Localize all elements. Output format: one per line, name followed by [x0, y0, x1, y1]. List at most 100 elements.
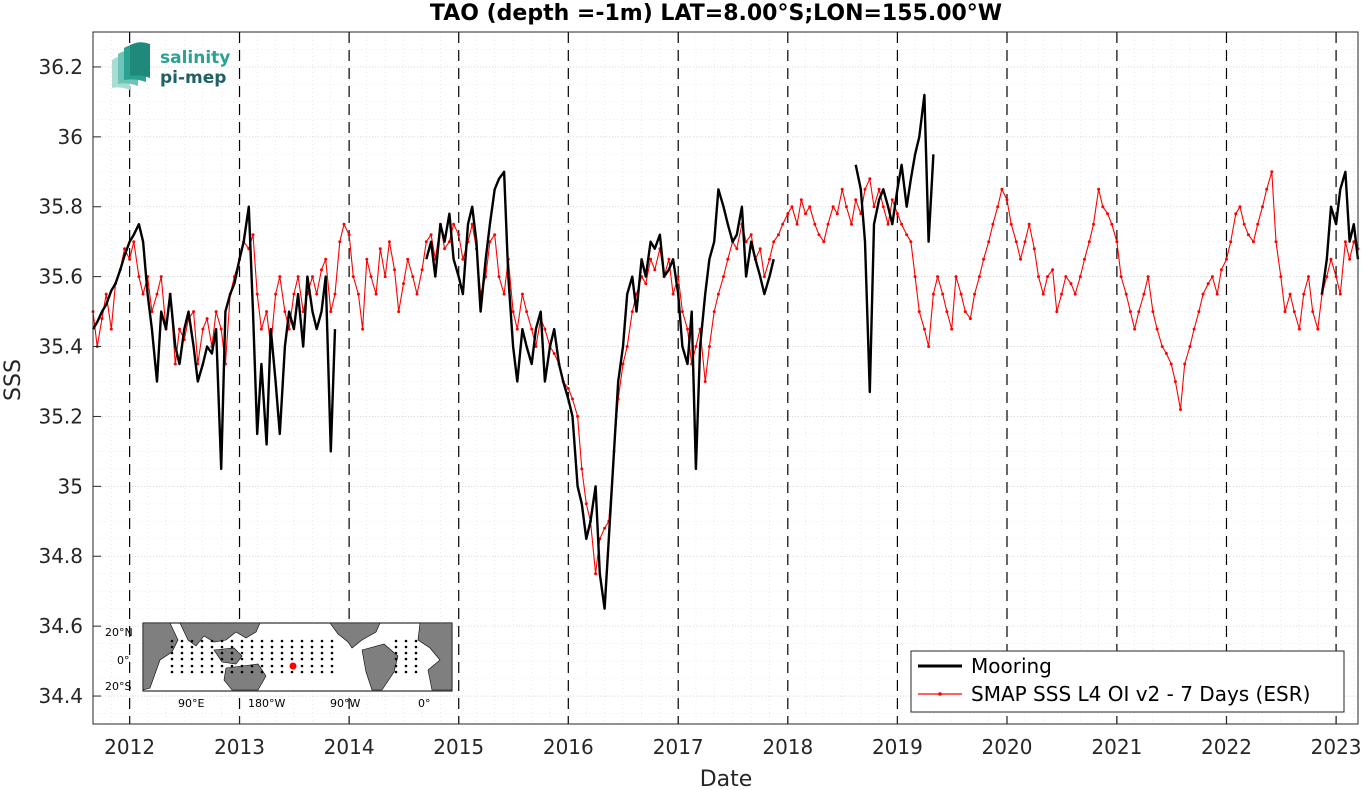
smap-data-point — [402, 282, 405, 286]
smap-data-point — [378, 247, 382, 251]
smap-data-point — [311, 275, 314, 279]
mooring-dot — [250, 664, 254, 668]
smap-data-point — [502, 292, 506, 296]
mooring-dot — [180, 639, 184, 643]
mooring-dot — [270, 645, 274, 649]
smap-data-point — [1041, 292, 1045, 296]
mooring-dot — [310, 651, 314, 655]
axes-frame — [92, 31, 1359, 725]
smap-data-point — [968, 317, 972, 321]
smap-data-point — [909, 240, 913, 244]
map-land-australia — [223, 663, 267, 691]
map-label-20n: 20°N — [105, 626, 133, 639]
mooring-dot — [260, 645, 264, 649]
smap-data-point — [259, 327, 263, 331]
smap-data-point — [361, 327, 365, 331]
mooring-dot — [404, 657, 408, 661]
mooring-dot — [220, 657, 224, 661]
smap-data-point — [255, 292, 259, 296]
mooring-dot — [250, 645, 254, 649]
smap-data-point — [141, 292, 145, 296]
smap-data-point — [694, 345, 698, 348]
smap-data-point — [1142, 292, 1146, 296]
mooring-dot — [210, 639, 214, 643]
series-layer — [91, 93, 1360, 610]
smap-data-point — [342, 222, 346, 226]
mooring-dot — [230, 664, 234, 668]
smap-data-point — [1201, 292, 1205, 296]
series-line-smap — [92, 171, 1359, 575]
smap-data-point — [1343, 240, 1347, 244]
smap-data-point — [1009, 222, 1013, 226]
mooring-dot — [170, 664, 174, 668]
smap-data-point — [630, 310, 634, 314]
mooring-dot — [330, 651, 334, 655]
smap-data-point — [1106, 212, 1110, 216]
mooring-dot — [300, 664, 304, 668]
mooring-dot — [280, 651, 284, 655]
mooring-dot — [320, 657, 324, 661]
mooring-dot — [404, 651, 408, 655]
smap-data-point — [886, 222, 890, 226]
smap-data-point — [369, 275, 373, 279]
mooring-dot — [414, 645, 418, 649]
smap-data-point — [1270, 170, 1274, 174]
smap-data-point — [530, 327, 534, 331]
smap-data-point — [1151, 310, 1155, 314]
mooring-dot — [260, 651, 264, 655]
chart-title: TAO (depth =-1m) LAT=8.00°S;LON=155.00°W — [430, 1, 1002, 26]
smap-data-point — [1311, 310, 1315, 314]
smap-data-point — [324, 257, 328, 261]
smap-data-point — [566, 387, 570, 390]
mooring-dot — [300, 670, 304, 674]
smap-data-point — [406, 257, 410, 261]
mooring-dot — [320, 639, 324, 643]
x-tick-label: 2017 — [653, 735, 704, 759]
smap-data-point — [365, 257, 369, 261]
axis-ticks: 2012 2013 2014 2015 2016 2017 2018 2019 2020 2021… — [38, 55, 1361, 759]
smap-data-point — [831, 205, 835, 209]
smap-data-point — [159, 275, 163, 279]
smap-data-point — [192, 310, 196, 314]
mooring-dot — [250, 639, 254, 643]
smap-data-point — [850, 222, 853, 226]
mooring-dot — [230, 670, 234, 674]
map-land-asia — [179, 622, 261, 647]
smap-data-point — [1242, 222, 1246, 226]
smap-data-point — [913, 275, 917, 279]
smap-data-point — [1023, 240, 1027, 244]
smap-data-point — [927, 345, 931, 348]
mooring-dot — [260, 639, 264, 643]
smap-data-point — [625, 345, 629, 348]
map-label-90w: 90°W — [330, 697, 360, 710]
mooring-dot — [200, 670, 204, 674]
smap-data-point — [1307, 275, 1310, 279]
mooring-dot — [394, 645, 398, 649]
smap-data-point — [1210, 275, 1214, 279]
mooring-dot — [170, 645, 174, 649]
smap-data-point — [461, 257, 465, 261]
smap-data-point — [621, 362, 625, 366]
mooring-dot — [220, 664, 224, 668]
smap-data-point — [1256, 222, 1260, 226]
smap-data-point — [296, 275, 300, 279]
mooring-dot — [280, 657, 284, 661]
smap-data-point — [219, 327, 223, 331]
smap-data-point — [205, 317, 209, 321]
smap-data-point — [525, 310, 529, 314]
mooring-dot — [200, 657, 204, 661]
smap-data-point — [511, 310, 515, 314]
mooring-dot — [190, 639, 194, 643]
smap-data-point — [671, 292, 675, 296]
smap-data-point — [987, 240, 991, 244]
smap-data-point — [1338, 292, 1342, 296]
inset-location-map: 20°N 0° 20°S 90°E 180°W 90°W 0° — [105, 622, 453, 710]
smap-data-point — [890, 198, 894, 202]
mooring-dot — [200, 639, 204, 643]
smap-data-point — [835, 212, 839, 216]
smap-data-point — [132, 240, 136, 244]
smap-data-point — [429, 233, 433, 237]
mooring-dot — [240, 664, 244, 668]
smap-data-point — [977, 275, 981, 279]
smap-data-point — [415, 292, 419, 296]
